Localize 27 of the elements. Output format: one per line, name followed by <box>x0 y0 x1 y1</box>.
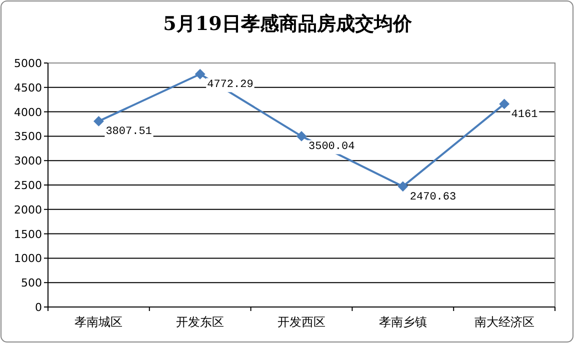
y-tick-label: 1500 <box>14 228 42 241</box>
point <box>296 131 306 142</box>
point <box>499 98 510 109</box>
point <box>94 116 104 126</box>
y-tick-label: 4000 <box>14 106 42 119</box>
y-tick-label: 2000 <box>14 203 42 216</box>
y-tick-label: 5000 <box>14 57 42 70</box>
y-tick-label: 500 <box>21 276 42 290</box>
data-label: 4161 <box>511 108 538 121</box>
x-tick-label: 开发东区 <box>176 315 224 329</box>
x-tick-label: 南大经济区 <box>474 315 534 329</box>
y-tick-label: 3500 <box>14 130 42 144</box>
chart-title: 5月19日孝感商品房成交均价 <box>163 13 413 35</box>
y-tick-label: 4500 <box>14 81 42 94</box>
x-tick-label: 孝南乡镇 <box>378 315 427 329</box>
y-tick-label: 0 <box>35 301 42 314</box>
point <box>398 181 408 192</box>
y-tick-label: 1000 <box>14 252 42 266</box>
point <box>195 69 206 80</box>
x-tick-label: 开发西区 <box>278 315 326 329</box>
data-label: 3500.04 <box>308 141 356 154</box>
data-label: 3807.51 <box>106 126 152 138</box>
y-tick-label: 2500 <box>14 179 42 192</box>
data-label: 4772.29 <box>207 79 254 92</box>
data-label: 2470.63 <box>410 191 456 204</box>
y-tick-label: 3000 <box>14 154 42 168</box>
x-tick-label: 孝南城区 <box>74 315 123 329</box>
